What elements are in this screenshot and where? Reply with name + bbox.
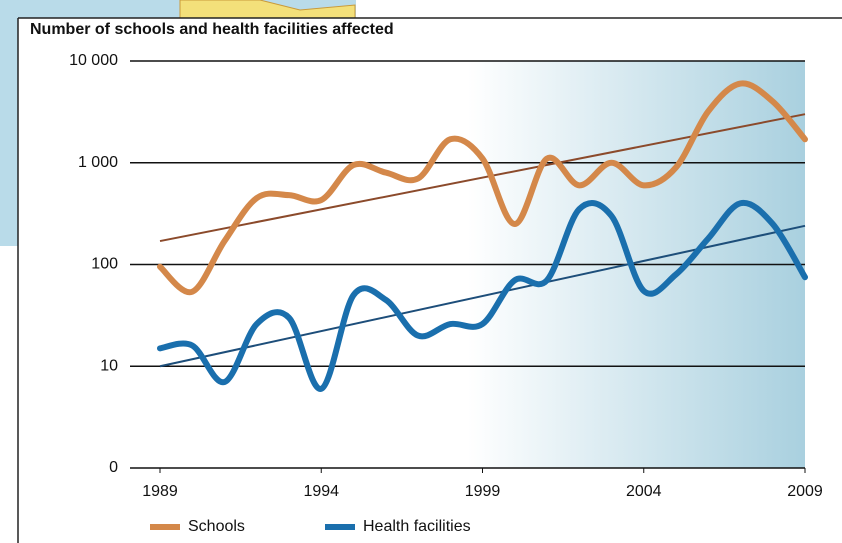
- legend-label: Health facilities: [363, 518, 471, 535]
- x-tick-label: 1989: [142, 483, 178, 500]
- y-tick-label: 1 000: [78, 154, 118, 171]
- series-line: [157, 199, 808, 392]
- y-tick-label: 100: [91, 256, 118, 273]
- y-tick-label: 10: [100, 357, 118, 374]
- legend-label: Schools: [188, 518, 245, 535]
- x-tick-label: 1999: [465, 483, 501, 500]
- chart-title: Number of schools and health facilities …: [30, 21, 394, 38]
- x-tick-label: 2009: [787, 483, 823, 500]
- x-tick-label: 1994: [303, 483, 339, 500]
- x-tick-label: 2004: [626, 483, 662, 500]
- y-tick-label: 10 000: [69, 52, 118, 69]
- y-tick-label: 0: [109, 459, 118, 476]
- series-line: [157, 80, 808, 296]
